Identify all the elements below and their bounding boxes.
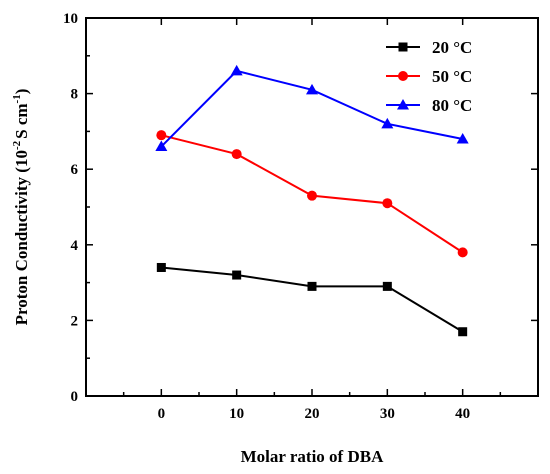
series-3 — [155, 64, 469, 152]
data-point — [232, 270, 242, 280]
data-point — [382, 281, 392, 291]
data-point — [382, 198, 393, 209]
legend-item: 80 °C — [386, 96, 472, 115]
data-point — [230, 64, 243, 76]
y-tick-label: 4 — [71, 238, 79, 254]
data-point — [156, 130, 167, 141]
legend-marker — [398, 71, 408, 81]
legend-item: 50 °C — [386, 67, 472, 86]
y-tick-label: 8 — [71, 87, 79, 103]
series-line — [161, 266, 464, 333]
x-tick-label: 0 — [158, 406, 166, 422]
legend-label: 80 °C — [432, 96, 472, 115]
data-point — [307, 190, 317, 201]
legend: 20 °C 50 °C 80 °C — [386, 38, 472, 115]
x-tick-label: 30 — [380, 406, 395, 422]
legend-marker — [397, 99, 409, 110]
data-point — [156, 262, 166, 272]
x-tick-label: 40 — [455, 406, 470, 422]
data-point — [155, 140, 168, 152]
y-tick-label: 2 — [71, 313, 79, 329]
data-point — [457, 247, 468, 258]
data-point — [231, 149, 242, 160]
series-2 — [156, 130, 468, 258]
data-point — [381, 117, 394, 129]
legend-label: 20 °C — [432, 38, 472, 57]
y-tick-label: 0 — [71, 389, 79, 405]
data-point — [306, 83, 318, 95]
x-tick-label: 10 — [229, 406, 244, 422]
x-axis-label: Molar ratio of DBA — [241, 447, 384, 466]
legend-label: 50 °C — [432, 67, 472, 86]
series-layer — [155, 64, 469, 337]
legend-item: 20 °C — [386, 38, 472, 57]
axis-ticks: 0 10 20 30 40 0 2 4 6 8 10 — [63, 11, 538, 422]
y-axis-label: Proton Conductivity (10-2S cm-1) — [11, 89, 31, 326]
y-tick-label: 6 — [71, 162, 79, 178]
series-line — [160, 69, 463, 148]
y-tick-label: 10 — [63, 11, 78, 27]
data-point — [458, 327, 468, 337]
legend-marker — [398, 42, 408, 52]
data-point — [307, 281, 317, 291]
x-tick-label: 20 — [305, 406, 320, 422]
data-point — [456, 132, 469, 144]
series-1 — [156, 262, 468, 337]
